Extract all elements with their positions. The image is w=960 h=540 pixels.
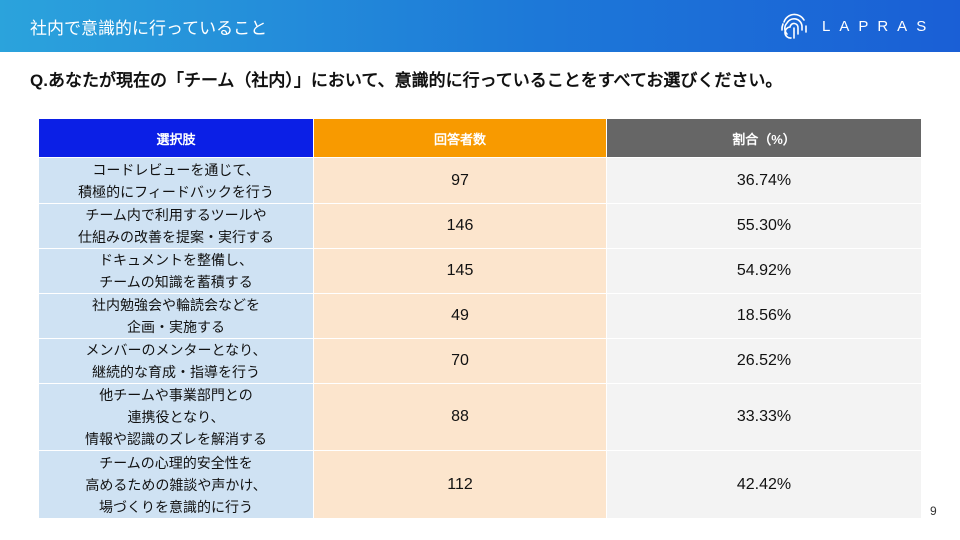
table-cell: 社内勉強会や輪読会などを 企画・実施する — [38, 293, 314, 339]
question: Q.あなたが現在の「チーム（社内）」において、意識的に行っていることをすべてお選… — [30, 71, 783, 90]
table-cell: 55.30% — [606, 203, 922, 249]
table-cell: 18.56% — [606, 293, 922, 339]
table-body: コードレビューを通じて、 積極的にフィードバックを行う 97 36.74% チーム内で… — [38, 157, 922, 519]
table-cell: 146 — [313, 203, 607, 249]
header-bar: 社内で意識的に行っていること LAPRAS — [0, 0, 960, 52]
table-cell: 他チームや事業部門との 連携役となり、 情報や認識のズレを解消する — [38, 383, 314, 451]
column-header: 選択肢 — [38, 118, 314, 158]
logo-icon — [781, 13, 807, 39]
table-cell: 145 — [313, 248, 607, 294]
table-cell: 70 — [313, 338, 607, 384]
table-cell: 36.74% — [606, 157, 922, 204]
table-row: チーム内で利用するツールや 仕組みの改善を提案・実行する 146 55.30% — [38, 203, 922, 249]
table-cell: 49 — [313, 293, 607, 339]
column-header: 回答者数 — [313, 118, 607, 158]
table-cell: 42.42% — [606, 450, 922, 519]
table-cell: チームの心理的安全性を 高めるための雑談や声かけ、 場づくりを意識的に行う — [38, 450, 314, 519]
table-cell: 26.52% — [606, 338, 922, 384]
results-table: 選択肢 回答者数 割合（%） コードレビューを通じて、 積極的にフィードバックを行う… — [38, 118, 922, 519]
table-row: コードレビューを通じて、 積極的にフィードバックを行う 97 36.74% — [38, 157, 922, 204]
column-header: 割合（%） — [606, 118, 922, 158]
table-cell: 54.92% — [606, 248, 922, 294]
page-number: 9 — [930, 504, 937, 518]
header-row: 選択肢 回答者数 割合（%） — [38, 118, 922, 158]
table-row: ドキュメントを整備し、 チームの知識を蓄積する 145 54.92% — [38, 248, 922, 294]
table-cell: 33.33% — [606, 383, 922, 451]
table-cell: メンバーのメンターとなり、 継続的な育成・指導を行う — [38, 338, 314, 384]
table-row: チームの心理的安全性を 高めるための雑談や声かけ、 場づくりを意識的に行う 112… — [38, 450, 922, 519]
table-row: メンバーのメンターとなり、 継続的な育成・指導を行う 70 26.52% — [38, 338, 922, 384]
table-row: 他チームや事業部門との 連携役となり、 情報や認識のズレを解消する 88 33.33… — [38, 383, 922, 451]
table-cell: コードレビューを通じて、 積極的にフィードバックを行う — [38, 157, 314, 204]
logo-text: LAPRAS — [822, 17, 936, 35]
slide-title: 社内で意識的に行っていること — [30, 19, 268, 38]
table-cell: 97 — [313, 157, 607, 204]
table-cell: 88 — [313, 383, 607, 451]
logo: LAPRAS — [778, 10, 935, 42]
table-cell: ドキュメントを整備し、 チームの知識を蓄積する — [38, 248, 314, 294]
table-row: 社内勉強会や輪読会などを 企画・実施する 49 18.56% — [38, 293, 922, 339]
table-cell: 112 — [313, 450, 607, 519]
table-cell: チーム内で利用するツールや 仕組みの改善を提案・実行する — [38, 203, 314, 249]
